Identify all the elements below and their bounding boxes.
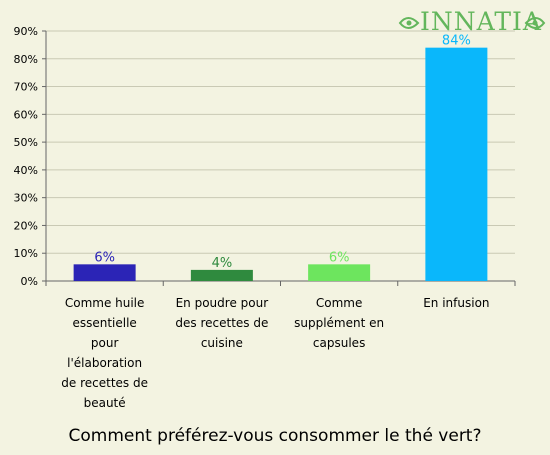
data-label: 4% <box>212 256 233 271</box>
x-category-label: En infusion <box>404 293 508 313</box>
y-tick-label: 40% <box>14 164 38 177</box>
x-category-line: Comme huile <box>64 296 145 310</box>
y-tick-label: 90% <box>14 25 38 38</box>
x-category-line: supplément en <box>294 316 385 330</box>
x-category-line: Comme <box>315 296 363 310</box>
leaf-icon <box>398 17 546 29</box>
bar <box>308 264 371 281</box>
brand-name: INNATIA <box>420 7 542 36</box>
innatia-logo: INNATIA <box>398 5 546 41</box>
data-labels: 6% 4% 6% 84% <box>94 34 471 271</box>
gridlines <box>46 30 515 254</box>
bar <box>73 264 136 281</box>
x-category-line: beauté <box>83 396 126 410</box>
x-category-line: pour <box>90 336 119 350</box>
y-tick-label: 0% <box>21 275 38 288</box>
x-category-line: des recettes de <box>175 316 269 330</box>
chart-title: Comment préférez-vous consommer le thé v… <box>68 426 482 446</box>
bar <box>190 269 253 281</box>
x-category-line: cuisine <box>200 336 243 350</box>
x-category-line: En poudre pour <box>175 296 269 310</box>
y-tick-label: 80% <box>14 53 38 66</box>
y-tick-label: 20% <box>14 219 38 232</box>
bar <box>425 47 488 281</box>
x-category-line: essentielle <box>72 316 137 330</box>
bars <box>73 47 488 281</box>
data-label: 6% <box>329 250 350 265</box>
y-tick-labels: 0% 10% 20% 30% 40% 50% 60% 70% 80% 90% <box>14 25 38 288</box>
y-tick-label: 60% <box>14 108 38 121</box>
x-category-line: capsules <box>312 336 366 350</box>
x-category-label: Comme huile essentielle pour l'élaboration d… <box>53 293 157 413</box>
x-category-line: l'élaboration <box>67 356 143 370</box>
data-label: 84% <box>442 34 471 49</box>
data-label: 6% <box>94 250 115 265</box>
x-category-line: En infusion <box>423 296 490 310</box>
x-category-line: de recettes de <box>61 376 148 390</box>
x-category-label: En poudre pour des recettes de cuisine <box>170 293 274 353</box>
y-tick-label: 30% <box>14 192 38 205</box>
y-tick-label: 70% <box>14 81 38 94</box>
y-tick-label: 10% <box>14 247 38 260</box>
x-category-label: Comme supplément en capsules <box>287 293 391 353</box>
y-tick-label: 50% <box>14 136 38 149</box>
